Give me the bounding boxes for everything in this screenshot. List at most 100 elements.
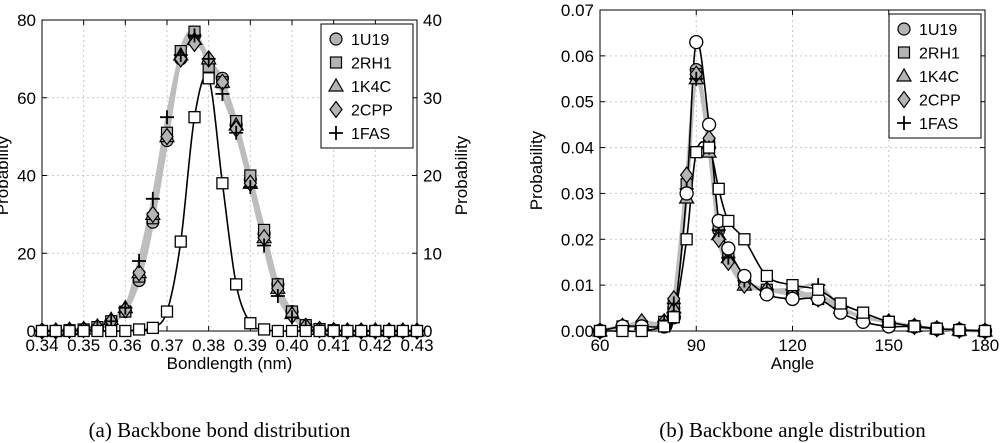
x-tick-label: 150 <box>875 336 903 355</box>
legend-entry <box>897 116 911 130</box>
data-point <box>593 324 607 338</box>
data-point <box>702 141 716 154</box>
y-right-tick-label: 0 <box>423 322 432 341</box>
data-point <box>812 283 825 296</box>
y-tick-label: 0.05 <box>561 93 594 112</box>
data-point <box>187 28 202 43</box>
x-tick-label: 90 <box>687 336 706 355</box>
data-point <box>908 320 921 333</box>
data-point <box>396 324 409 338</box>
legend-label: 1U19 <box>351 32 389 49</box>
y-tick-label: 0.01 <box>561 276 594 295</box>
data-point <box>690 146 703 159</box>
y-tick-label: 20 <box>17 244 36 263</box>
y-axis-label: Probability <box>0 135 12 215</box>
data-point <box>270 289 285 304</box>
x-tick-label: 0.34 <box>25 336 58 355</box>
legend-entry <box>329 32 343 46</box>
legend-label: 1FAS <box>351 126 390 143</box>
data-point <box>216 177 229 190</box>
data-point <box>173 47 188 62</box>
data-point <box>786 278 799 292</box>
legend-entry <box>897 90 911 109</box>
data-point <box>119 324 132 338</box>
legend-label: 2CPP <box>919 93 961 110</box>
legend-marker <box>897 46 911 59</box>
data-point <box>257 323 271 336</box>
legend-marker <box>897 90 911 109</box>
data-point <box>160 110 174 125</box>
legend-marker <box>327 77 345 92</box>
data-point <box>701 117 717 132</box>
data-point <box>243 180 258 195</box>
data-point <box>132 254 147 269</box>
x-tick-label: 0.42 <box>359 336 392 355</box>
y-axis-label: Probability <box>527 130 546 210</box>
legend-label: 2CPP <box>351 103 393 120</box>
data-point <box>132 323 146 336</box>
legend-marker <box>329 126 343 140</box>
legend-label: 2RH1 <box>919 46 960 63</box>
legend-marker <box>897 116 911 130</box>
legend-label: 2RH1 <box>351 56 392 73</box>
data-point <box>369 324 382 338</box>
data-point <box>711 230 726 249</box>
legend-label: 1FAS <box>919 116 958 133</box>
data-point <box>49 324 62 338</box>
data-point <box>230 278 243 291</box>
data-point <box>856 306 870 319</box>
x-tick-label: 0.41 <box>317 336 350 355</box>
data-point <box>978 324 992 338</box>
data-point <box>712 182 725 195</box>
figure-caption: (b) Backbone angle distribution <box>659 418 926 442</box>
data-point <box>145 191 160 206</box>
legend-marker <box>329 56 343 69</box>
legend-entry <box>329 100 343 119</box>
data-point <box>257 238 272 253</box>
data-point <box>930 322 944 335</box>
data-point <box>882 315 895 328</box>
data-point <box>635 324 648 338</box>
y-tick-label: 60 <box>17 89 36 108</box>
x-tick-label: 0.35 <box>67 336 100 355</box>
y-right-tick-label: 20 <box>423 167 442 186</box>
data-point <box>202 72 215 85</box>
data-point <box>35 324 49 338</box>
data-point <box>132 263 146 282</box>
legend-entry <box>897 22 911 36</box>
data-point <box>63 324 76 338</box>
data-point <box>299 324 312 338</box>
x-axis-label: Bondlength (nm) <box>167 354 293 373</box>
legend-entry <box>327 77 345 92</box>
y-tick-label: 40 <box>17 167 36 186</box>
x-tick-label: 0.37 <box>150 336 183 355</box>
y-right-tick-label: 10 <box>423 244 442 263</box>
data-point <box>737 268 752 284</box>
x-tick-label: 0.40 <box>275 336 308 355</box>
data-point <box>738 233 751 246</box>
x-tick-label: 120 <box>778 336 806 355</box>
data-point <box>658 320 671 333</box>
x-tick-label: 60 <box>591 336 610 355</box>
y-tick-label: 0.07 <box>561 1 594 20</box>
data-point <box>759 287 774 302</box>
series-cg-model-right-axis- <box>35 72 424 338</box>
data-point <box>953 323 966 337</box>
y-right-axis-label: Probability <box>452 135 471 215</box>
legend-entry <box>895 67 913 82</box>
y-tick-label: 80 <box>17 11 36 30</box>
data-point <box>146 205 160 224</box>
series-cg-model-2- <box>593 141 992 338</box>
data-point <box>187 34 202 53</box>
data-point <box>118 300 133 315</box>
legend-marker <box>897 22 911 36</box>
x-axis-label: Angle <box>771 354 814 373</box>
y-tick-label: 0.00 <box>561 322 594 341</box>
x-tick-label: 0.43 <box>400 336 433 355</box>
data-point <box>105 324 118 338</box>
data-point <box>680 233 693 246</box>
data-point <box>689 34 704 50</box>
x-tick-label: 180 <box>971 336 999 355</box>
figure-caption: (a) Backbone bond distribution <box>89 418 351 442</box>
